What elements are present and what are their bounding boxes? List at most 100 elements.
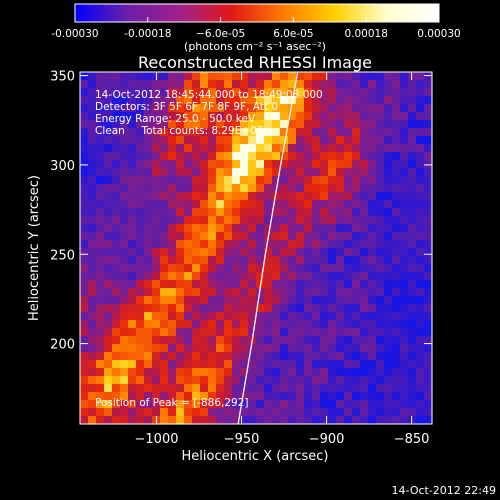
heatmap-cell bbox=[312, 184, 321, 193]
heatmap-cell bbox=[168, 280, 177, 289]
heatmap-cell bbox=[320, 328, 329, 337]
heatmap-cell bbox=[176, 312, 185, 321]
heatmap-cell bbox=[320, 104, 329, 113]
heatmap-cell bbox=[144, 152, 153, 161]
heatmap-cell bbox=[176, 264, 185, 273]
heatmap-cell bbox=[304, 192, 313, 201]
heatmap-cell bbox=[224, 184, 233, 193]
heatmap-cell bbox=[88, 104, 97, 113]
heatmap-cell bbox=[376, 416, 385, 425]
heatmap-cell bbox=[312, 344, 321, 353]
heatmap-cell bbox=[344, 200, 353, 209]
heatmap-cell bbox=[352, 264, 361, 273]
heatmap-cell bbox=[152, 96, 161, 105]
heatmap-cell bbox=[96, 264, 105, 273]
heatmap-cell bbox=[144, 80, 153, 89]
heatmap-cell bbox=[160, 392, 169, 401]
heatmap-cell bbox=[224, 256, 233, 265]
heatmap-cell bbox=[264, 168, 273, 177]
heatmap-cell bbox=[320, 312, 329, 321]
heatmap-cell bbox=[280, 416, 289, 425]
heatmap-cell bbox=[376, 312, 385, 321]
heatmap-cell bbox=[336, 144, 345, 153]
heatmap-cell bbox=[296, 200, 305, 209]
heatmap-cell bbox=[288, 360, 297, 369]
heatmap-cell bbox=[112, 144, 121, 153]
heatmap-cell bbox=[192, 400, 201, 409]
heatmap-cell bbox=[256, 128, 265, 137]
heatmap-cell bbox=[216, 280, 225, 289]
heatmap-cell bbox=[408, 176, 417, 185]
heatmap-cell bbox=[240, 216, 249, 225]
heatmap-cell bbox=[416, 144, 425, 153]
heatmap-cell bbox=[216, 144, 225, 153]
heatmap-cell bbox=[272, 104, 281, 113]
heatmap-cell bbox=[304, 96, 313, 105]
heatmap-cell bbox=[208, 192, 217, 201]
heatmap-cell bbox=[160, 368, 169, 377]
heatmap-cell bbox=[416, 120, 425, 129]
heatmap-cell bbox=[176, 176, 185, 185]
heatmap-cell bbox=[176, 192, 185, 201]
heatmap-cell bbox=[112, 320, 121, 329]
heatmap-cell bbox=[224, 136, 233, 145]
heatmap-cell bbox=[120, 112, 129, 121]
heatmap-cell bbox=[376, 216, 385, 225]
heatmap-cell bbox=[104, 328, 113, 337]
heatmap-cell bbox=[120, 184, 129, 193]
heatmap-cell bbox=[296, 192, 305, 201]
heatmap-cell bbox=[216, 240, 225, 249]
heatmap-cell bbox=[424, 120, 433, 129]
heatmap-cell bbox=[152, 80, 161, 89]
heatmap-cell bbox=[280, 240, 289, 249]
heatmap-cell bbox=[280, 72, 289, 81]
heatmap-cell bbox=[88, 256, 97, 265]
heatmap-cell bbox=[400, 232, 409, 241]
heatmap-cell bbox=[360, 80, 369, 89]
heatmap-cell bbox=[376, 120, 385, 129]
heatmap-cell bbox=[280, 328, 289, 337]
heatmap-cell bbox=[104, 408, 113, 417]
heatmap-cell bbox=[88, 408, 97, 417]
heatmap-cell bbox=[192, 280, 201, 289]
heatmap-cell bbox=[224, 176, 233, 185]
heatmap-cell bbox=[136, 240, 145, 249]
heatmap-cell bbox=[208, 344, 217, 353]
heatmap-cell bbox=[304, 232, 313, 241]
heatmap-cell bbox=[128, 336, 137, 345]
heatmap-cell bbox=[280, 344, 289, 353]
heatmap-cell bbox=[112, 296, 121, 305]
heatmap-cell bbox=[352, 96, 361, 105]
heatmap-cell bbox=[240, 408, 249, 417]
heatmap-cell bbox=[192, 120, 201, 129]
heatmap-cell bbox=[248, 184, 257, 193]
heatmap-cell bbox=[280, 88, 289, 97]
heatmap-cell bbox=[400, 240, 409, 249]
heatmap-cell bbox=[320, 408, 329, 417]
heatmap-cell bbox=[400, 328, 409, 337]
heatmap-cell bbox=[200, 392, 209, 401]
heatmap-cell bbox=[400, 288, 409, 297]
heatmap-cell bbox=[312, 416, 321, 425]
heatmap-cell bbox=[200, 304, 209, 313]
heatmap-cell bbox=[176, 72, 185, 81]
heatmap-cell bbox=[368, 152, 377, 161]
heatmap-cell bbox=[104, 184, 113, 193]
heatmap-cell bbox=[336, 408, 345, 417]
heatmap-cell bbox=[384, 152, 393, 161]
heatmap-cell bbox=[296, 224, 305, 233]
heatmap-cell bbox=[416, 208, 425, 217]
heatmap-cell bbox=[168, 216, 177, 225]
heatmap-cell bbox=[392, 272, 401, 281]
heatmap-cell bbox=[232, 160, 241, 169]
heatmap-cell bbox=[120, 264, 129, 273]
heatmap-cell bbox=[184, 416, 193, 425]
heatmap-cell bbox=[248, 416, 257, 425]
heatmap-cell bbox=[320, 144, 329, 153]
heatmap-cell bbox=[192, 256, 201, 265]
heatmap-cell bbox=[296, 168, 305, 177]
heatmap-cell bbox=[280, 312, 289, 321]
heatmap-cell bbox=[368, 112, 377, 121]
heatmap-cell bbox=[168, 104, 177, 113]
heatmap-cell bbox=[384, 392, 393, 401]
